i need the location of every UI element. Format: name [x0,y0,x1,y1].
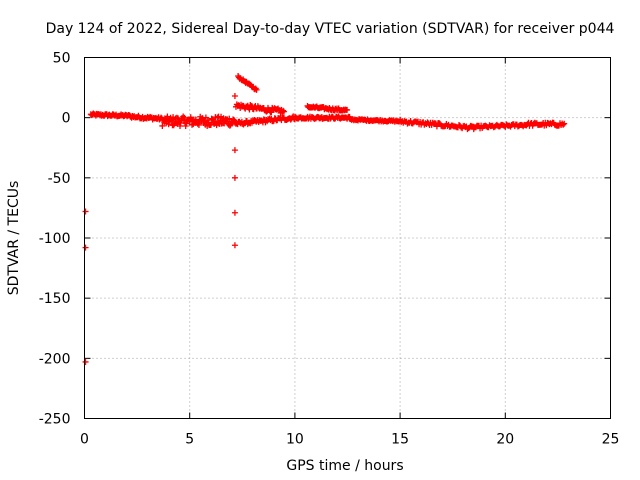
y-tick-label: -100 [39,231,71,247]
data-point [344,106,351,113]
x-tick-label: 25 [602,432,620,448]
data-point [280,108,287,115]
data-point [231,209,238,216]
y-tick-label: -200 [39,351,71,367]
data-point [159,122,166,129]
data-points [82,72,568,365]
y-tick-label: 0 [62,111,71,127]
data-point [560,121,567,128]
y-axis-label: SDTVAR / TECUs [6,181,22,296]
data-point [561,120,568,127]
y-tick-label: -50 [48,171,71,187]
x-tick-label: 5 [185,432,194,448]
data-point [82,244,89,251]
data-point [231,242,238,249]
x-tick-label: 0 [80,432,89,448]
data-point [214,114,221,121]
data-point [82,358,89,365]
x-tick-labels: 0 5 10 15 20 25 [80,432,619,448]
y-tick-label: -250 [39,412,71,428]
data-point [82,208,89,215]
data-point [280,107,287,114]
data-point [231,174,238,181]
x-tick-label: 10 [286,432,304,448]
data-point [231,147,238,154]
data-point [231,93,238,100]
data-point [181,114,188,121]
x-tick-label: 20 [496,432,514,448]
y-tick-labels: 50 0 -50 -100 -150 -200 -250 [39,51,71,428]
chart-title: Day 124 of 2022, Sidereal Day-to-day VTE… [46,21,615,37]
y-tick-label: 50 [53,51,71,67]
x-tick-label: 15 [391,432,409,448]
x-axis-label: GPS time / hours [286,458,403,474]
data-point [253,86,260,93]
y-tick-label: -150 [39,291,71,307]
axis-ticks [84,57,611,419]
